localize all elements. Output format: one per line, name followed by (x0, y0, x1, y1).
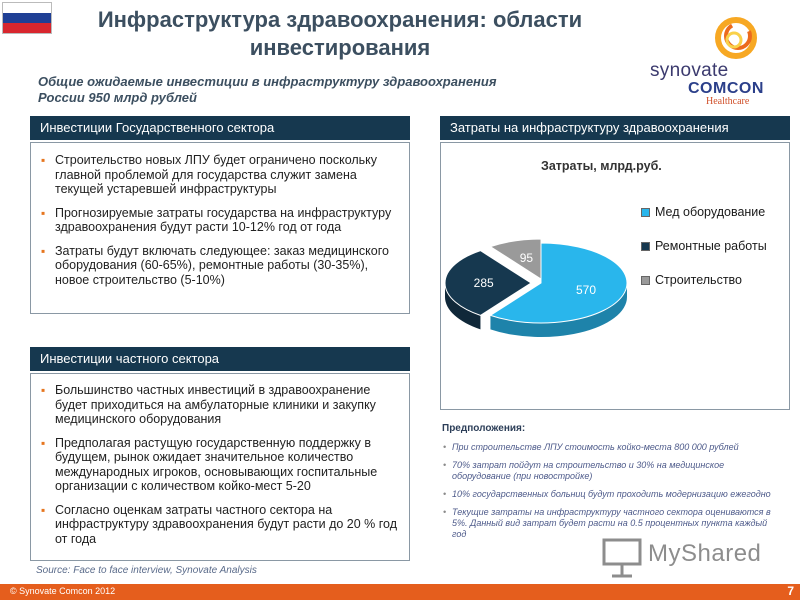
list-item: Строительство новых ЛПУ будет ограничено… (39, 153, 401, 197)
list-item: Согласно оценкам затраты частного сектор… (39, 503, 401, 547)
title-line-1: Инфраструктура здравоохранения: области (97, 7, 583, 32)
logo-word-healthcare: Healthcare (706, 96, 750, 107)
subtitle-line-1: Общие ожидаемые инвестиции в инфраструкт… (38, 74, 497, 89)
assumptions-list: При строительстве ЛПУ стоимость койко-ме… (442, 442, 782, 540)
data-label-med: 570 (576, 283, 596, 297)
list-item: Затраты будут включать следующее: заказ … (39, 244, 401, 288)
legend-item-med: Мед оборудование (641, 205, 767, 239)
private-sector-panel: Большинство частных инвестиций в здравоо… (30, 373, 410, 561)
pie-chart: 570 285 95 (444, 238, 628, 337)
legend-label-repair: Ремонтные работы (655, 239, 767, 253)
list-item: При строительстве ЛПУ стоимость койко-ме… (442, 442, 782, 453)
pie-slice-med-side (490, 283, 627, 337)
presentation-board-icon (602, 538, 642, 578)
list-item: 70% затрат пойдут на строительство и 30%… (442, 460, 782, 482)
watermark-text: MyShared (648, 540, 762, 567)
data-label-repair: 285 (474, 276, 494, 290)
russia-flag (2, 2, 52, 34)
public-sector-bullets: Строительство новых ЛПУ будет ограничено… (39, 153, 401, 287)
logo-word-synovate: synovate (650, 60, 729, 81)
legend-item-repair: Ремонтные работы (641, 239, 767, 273)
legend-item-construction: Строительство (641, 273, 767, 307)
list-item: Большинство частных инвестиций в здравоо… (39, 383, 401, 427)
synovate-comcon-logo: synovate COMCON Healthcare (648, 14, 768, 114)
public-sector-heading: Инвестиции Государственного сектора (30, 116, 410, 140)
public-sector-heading-text: Инвестиции Государственного сектора (40, 120, 275, 135)
chart-panel: Затраты, млрд.руб. 570 285 95 Мед оборудов… (440, 142, 790, 410)
legend-label-med: Мед оборудование (655, 205, 766, 219)
myshared-watermark: MyShared (600, 532, 770, 582)
list-item: Прогнозируемые затраты государства на ин… (39, 206, 401, 235)
legend-swatch-med (641, 208, 650, 217)
pie-slice-repair (444, 250, 532, 316)
list-item: Текущие затраты на инфраструктуру частно… (442, 507, 782, 540)
legend-label-construction: Строительство (655, 273, 742, 287)
private-sector-heading: Инвестиции частного сектора (30, 347, 410, 371)
private-sector-bullets: Большинство частных инвестиций в здравоо… (39, 383, 401, 546)
subtitle: Общие ожидаемые инвестиции в инфраструкт… (38, 74, 598, 106)
data-label-construction: 95 (520, 251, 534, 265)
chart-legend: Мед оборудование Ремонтные работы Строит… (641, 205, 767, 307)
pie-slice-repair-side (445, 283, 481, 330)
assumptions-title: Предположения: (442, 423, 526, 434)
page-number: 7 (787, 584, 794, 598)
title-line-2: инвестирования (249, 35, 431, 60)
list-item: 10% государственных больниц будут проход… (442, 489, 782, 500)
chart-title: Затраты, млрд.руб. (541, 159, 662, 173)
assumptions: Предположения: При строительстве ЛПУ сто… (442, 423, 782, 547)
pie-slice-med (489, 242, 628, 324)
legend-swatch-construction (641, 276, 650, 285)
chart-panel-heading: Затраты на инфраструктуру здравоохранени… (440, 116, 790, 140)
page-title: Инфраструктура здравоохранения: области … (60, 6, 620, 62)
footer-copyright: © Synovate Comcon 2012 (10, 586, 116, 596)
subtitle-line-2: России 950 млрд рублей (38, 90, 197, 105)
logo-word-comcon: COMCON (688, 80, 764, 97)
footer-bar: © Synovate Comcon 2012 7 (0, 584, 800, 600)
chart-panel-heading-text: Затраты на инфраструктуру здравоохранени… (450, 120, 729, 135)
public-sector-panel: Строительство новых ЛПУ будет ограничено… (30, 142, 410, 314)
source-note: Source: Face to face interview, Synovate… (36, 565, 257, 576)
private-sector-heading-text: Инвестиции частного сектора (40, 351, 220, 366)
list-item: Предполагая растущую государственную под… (39, 436, 401, 494)
legend-swatch-repair (641, 242, 650, 251)
pie-slice-construction (489, 238, 542, 280)
